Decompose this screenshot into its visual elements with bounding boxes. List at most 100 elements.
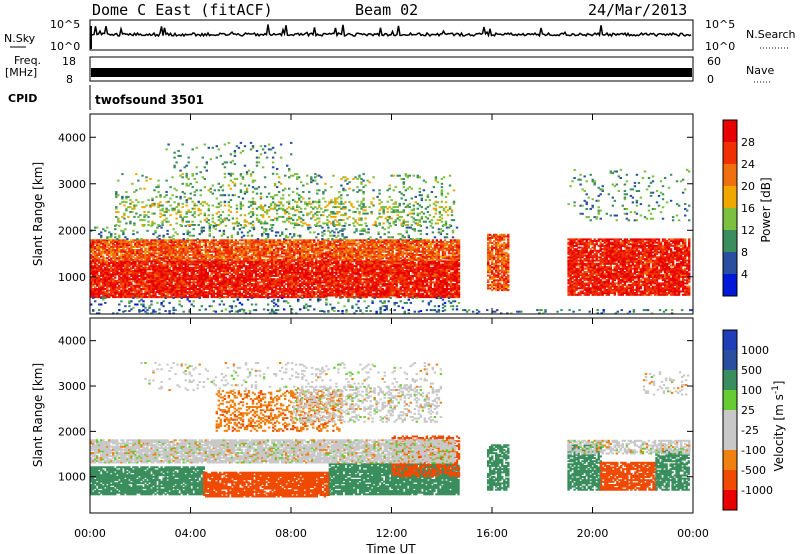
power-cell bbox=[226, 268, 230, 271]
power-cell bbox=[323, 276, 326, 279]
power-cell bbox=[220, 291, 224, 294]
power-cell bbox=[329, 294, 332, 297]
power-cell bbox=[299, 291, 302, 294]
power-cell bbox=[351, 266, 354, 269]
power-cell bbox=[299, 266, 302, 269]
power-cell bbox=[311, 278, 314, 281]
power-cell bbox=[92, 292, 95, 295]
power-cell bbox=[276, 291, 280, 294]
power-cell bbox=[138, 288, 141, 290]
power-cell bbox=[256, 273, 260, 276]
power-cell bbox=[90, 276, 93, 279]
power-cell bbox=[228, 265, 232, 268]
power-cell bbox=[206, 291, 209, 294]
freq-label: Freq. bbox=[14, 54, 41, 67]
power-cell bbox=[158, 289, 161, 292]
power-cell bbox=[120, 296, 123, 299]
power-cell bbox=[202, 274, 205, 277]
power-cell bbox=[232, 278, 236, 281]
power-cell bbox=[118, 278, 121, 281]
power-cell bbox=[254, 288, 258, 290]
power-cell bbox=[122, 265, 125, 268]
power-cell bbox=[230, 263, 234, 266]
power-cell bbox=[335, 279, 338, 282]
power-cell bbox=[142, 292, 145, 295]
power-cell bbox=[307, 268, 310, 271]
power-cell bbox=[124, 268, 127, 271]
power-cell bbox=[258, 268, 262, 271]
power-cell bbox=[274, 270, 278, 272]
power-cell bbox=[192, 292, 195, 295]
power-cell bbox=[289, 265, 292, 268]
power-cell bbox=[102, 271, 105, 274]
power-cell bbox=[230, 281, 234, 284]
power-cell bbox=[218, 276, 221, 279]
power-cell bbox=[162, 294, 165, 297]
power-cell bbox=[347, 271, 350, 274]
power-cell bbox=[315, 278, 318, 281]
power-cell bbox=[232, 266, 236, 269]
power-cell bbox=[92, 279, 95, 282]
power-cell bbox=[293, 279, 296, 282]
power-cell bbox=[285, 263, 288, 266]
power-cell bbox=[301, 261, 304, 264]
power-cell bbox=[297, 289, 300, 292]
power-cell bbox=[166, 261, 169, 264]
power-cell bbox=[236, 278, 240, 281]
power-cell bbox=[287, 260, 290, 263]
power-cell bbox=[170, 274, 173, 277]
power-cell bbox=[353, 276, 356, 279]
power-cell bbox=[128, 261, 131, 264]
power-cell bbox=[192, 273, 195, 276]
power-cell bbox=[355, 266, 358, 269]
power-cell bbox=[258, 271, 262, 274]
power-cell bbox=[142, 268, 145, 271]
power-cell bbox=[272, 261, 276, 264]
power-cell bbox=[327, 263, 330, 266]
power-cell bbox=[214, 268, 217, 271]
power-cell bbox=[96, 273, 99, 276]
power-cell bbox=[180, 271, 183, 274]
power-cell bbox=[182, 289, 185, 292]
power-cell bbox=[299, 268, 302, 271]
power-cell bbox=[104, 263, 107, 266]
power-cell bbox=[234, 271, 238, 274]
power-cell bbox=[112, 263, 115, 266]
power-cell bbox=[98, 296, 101, 299]
power-cell bbox=[327, 279, 330, 282]
power-cell bbox=[122, 261, 125, 264]
power-cell bbox=[138, 249, 141, 252]
power-cell bbox=[274, 278, 278, 281]
power-cell bbox=[204, 276, 207, 279]
power-cell bbox=[321, 288, 324, 290]
power-cell bbox=[339, 266, 342, 269]
power-cell bbox=[90, 265, 93, 268]
power-cell bbox=[313, 274, 316, 277]
power-cell bbox=[98, 274, 101, 277]
power-cell bbox=[150, 291, 153, 294]
power-cell bbox=[325, 283, 328, 286]
power-cell bbox=[317, 281, 320, 284]
power-cell bbox=[355, 276, 358, 279]
power-cell bbox=[226, 294, 230, 297]
power-cell bbox=[339, 271, 342, 274]
power-cell bbox=[345, 294, 348, 297]
power-cell bbox=[238, 260, 242, 263]
power-cell bbox=[295, 270, 298, 272]
power-cell bbox=[337, 261, 340, 264]
power-cell bbox=[325, 260, 328, 263]
power-cell bbox=[266, 279, 270, 282]
power-cell bbox=[355, 294, 358, 297]
power-cell bbox=[258, 294, 262, 297]
power-cell bbox=[112, 289, 115, 292]
power-cell bbox=[126, 268, 129, 271]
power-cell bbox=[178, 283, 181, 286]
power-cell bbox=[297, 288, 300, 290]
power-cell bbox=[170, 283, 173, 286]
power-cell bbox=[228, 261, 232, 264]
power-cell bbox=[156, 266, 159, 269]
power-cell bbox=[210, 281, 213, 284]
power-cell bbox=[248, 274, 252, 277]
power-cell bbox=[102, 291, 105, 294]
